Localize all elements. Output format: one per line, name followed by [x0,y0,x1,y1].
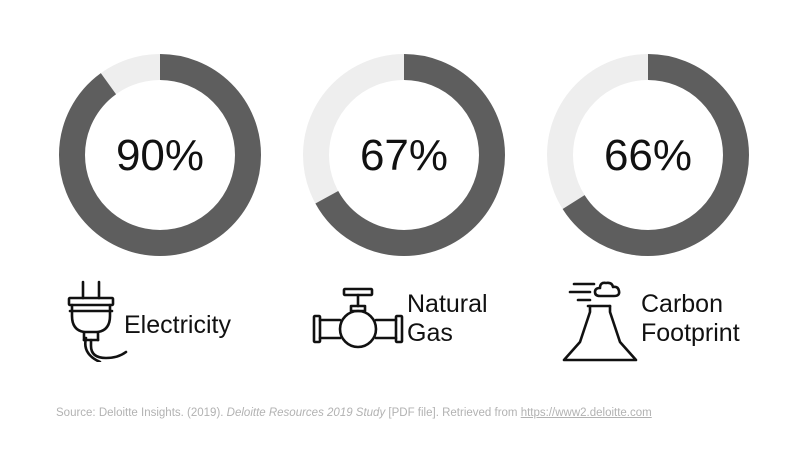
percent-value: 67% [360,131,448,180]
percent-value: 90% [116,131,204,180]
category-label-line: Electricity [124,311,231,339]
source-title: Deloitte Resources 2019 Study [226,407,386,419]
category-label-line: Natural [407,290,488,318]
source-link[interactable]: https://www2.deloitte.com [520,407,652,419]
donut-value-arc [59,54,261,256]
source-middle: [PDF file]. Retrieved from [385,407,521,419]
donut-chart-natural-gas: 67% [303,54,505,256]
donut-electricity: 90% [58,53,262,257]
source-prefix: Source: Deloitte Insights. (2019). [56,407,227,419]
donut-carbon-footprint: 66% [546,53,750,257]
donut-value-arc [303,54,505,256]
category-label-carbon-footprint: Carbon Footprint [641,290,740,348]
gas-pipe-valve-icon [312,287,404,349]
category-label-line: Carbon [641,290,723,318]
category-label-natural-gas: Natural Gas [407,290,488,348]
donut-chart-electricity: 90% [59,54,261,256]
source-citation: Source: Deloitte Insights. (2019). Deloi… [56,407,652,419]
category-label-electricity: Electricity [124,311,231,340]
donut-value-arc [547,54,749,256]
electric-plug-icon [67,280,128,362]
donut-natural-gas: 67% [302,53,506,257]
category-label-line: Gas [407,319,453,347]
volcano-emissions-icon [562,281,638,362]
category-label-line: Footprint [641,319,740,347]
percent-value: 66% [604,131,692,180]
donut-chart-carbon-footprint: 66% [547,54,749,256]
